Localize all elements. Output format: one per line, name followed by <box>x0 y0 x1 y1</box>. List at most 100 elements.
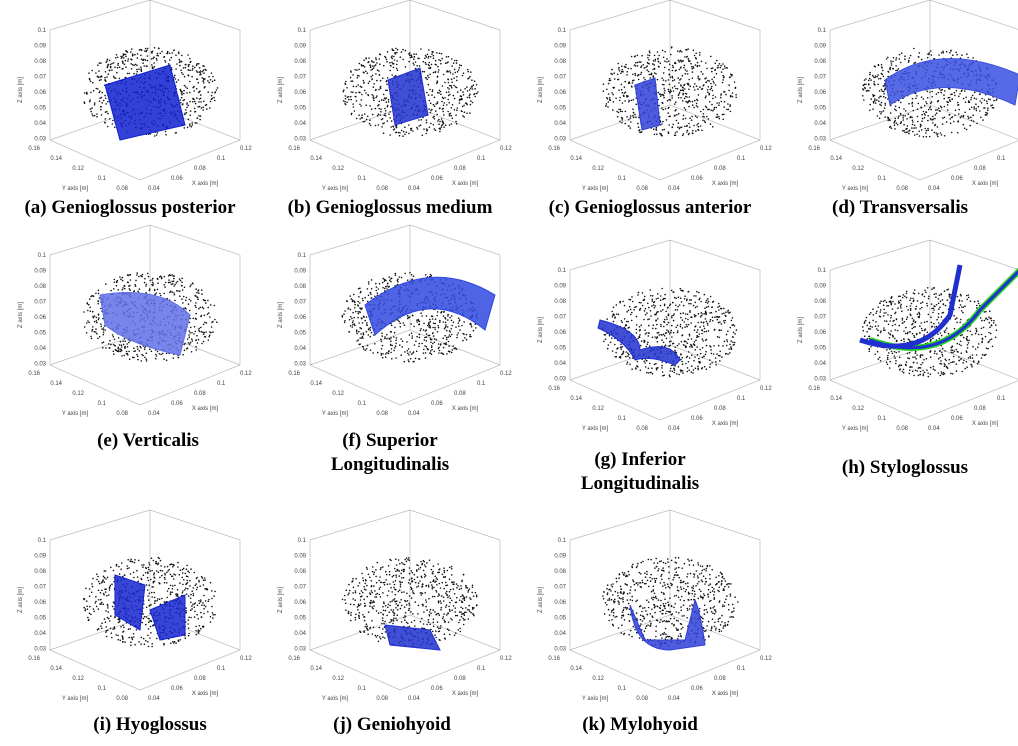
tongue-point <box>962 114 965 117</box>
tongue-point <box>144 356 146 359</box>
tongue-point <box>411 335 414 337</box>
tongue-point <box>416 65 418 67</box>
tongue-point <box>603 334 606 336</box>
tongue-point <box>465 102 468 104</box>
x-tick-label: 0.12 <box>240 371 252 377</box>
tongue-point <box>894 105 897 108</box>
tongue-point <box>448 345 450 347</box>
z-tick-label: 0.05 <box>554 106 566 112</box>
tongue-point <box>109 339 111 342</box>
tongue-point <box>612 109 614 111</box>
tongue-point <box>443 102 446 104</box>
tongue-point <box>929 50 932 52</box>
tongue-point <box>107 112 109 115</box>
tongue-point <box>375 88 377 91</box>
tongue-point <box>941 312 943 314</box>
tongue-point <box>178 61 181 64</box>
tongue-point <box>470 71 472 73</box>
tongue-point <box>928 135 931 138</box>
tongue-point <box>129 279 132 281</box>
tongue-point <box>359 327 361 329</box>
tongue-point <box>136 355 139 358</box>
tongue-point <box>881 66 883 69</box>
tongue-point <box>682 93 684 96</box>
tongue-point <box>163 56 165 58</box>
tongue-point <box>100 78 102 81</box>
tongue-point <box>644 78 646 81</box>
tongue-point <box>97 302 99 305</box>
tongue-point <box>209 107 211 109</box>
tongue-point <box>688 122 690 125</box>
tongue-point <box>88 303 90 306</box>
tongue-point <box>667 90 670 93</box>
tongue-point <box>700 110 702 113</box>
tongue-point <box>624 91 627 94</box>
tongue-point <box>397 131 400 134</box>
tongue-point <box>673 313 675 315</box>
tongue-point <box>351 317 353 320</box>
tongue-point <box>187 65 190 68</box>
tongue-point <box>663 304 666 307</box>
tongue-point <box>704 105 707 108</box>
tongue-point <box>383 114 386 116</box>
caption: (a) Genioglossus posterior <box>24 197 236 218</box>
tongue-point <box>101 342 103 344</box>
tongue-point <box>140 275 142 277</box>
tongue-point <box>195 345 197 348</box>
tongue-point <box>698 64 701 67</box>
tongue-point <box>189 317 191 320</box>
tongue-point <box>191 124 194 126</box>
tongue-point <box>414 357 417 360</box>
tongue-point <box>686 73 689 75</box>
tongue-point <box>937 91 940 94</box>
tongue-point <box>389 69 391 72</box>
tongue-point <box>653 307 656 309</box>
tongue-point <box>644 329 646 332</box>
tongue-point <box>433 115 435 118</box>
tongue-point <box>399 326 402 328</box>
tongue-point <box>375 96 377 99</box>
tongue-point <box>352 293 355 296</box>
tongue-point <box>949 118 951 120</box>
tongue-point <box>367 334 370 336</box>
tongue-point <box>899 61 902 64</box>
tongue-point <box>672 331 675 334</box>
tongue-point <box>935 304 938 306</box>
tongue-point <box>453 68 456 71</box>
tongue-point <box>355 117 358 120</box>
tongue-point <box>644 362 646 364</box>
tongue-point <box>355 329 358 331</box>
tongue-point <box>657 91 660 94</box>
tongue-point <box>684 326 686 328</box>
tongue-point <box>144 277 146 280</box>
tongue-point <box>704 313 706 315</box>
caption: (f) Superior <box>342 430 438 451</box>
tongue-point <box>356 77 359 79</box>
tongue-point <box>704 311 707 314</box>
tongue-point <box>703 355 705 358</box>
tongue-point <box>913 319 915 321</box>
tongue-point <box>619 355 622 358</box>
tongue-point <box>717 64 719 67</box>
tongue-point <box>925 129 928 132</box>
tongue-point <box>723 320 725 322</box>
tongue-point <box>677 77 679 79</box>
tongue-point <box>155 57 158 60</box>
z-tick-label: 0.09 <box>294 44 306 50</box>
tongue-point <box>472 329 475 332</box>
tongue-point <box>404 66 407 68</box>
tongue-point <box>429 320 432 323</box>
y-tick-label: 0.16 <box>288 371 300 377</box>
tongue-point <box>112 62 115 64</box>
tongue-point <box>351 300 354 303</box>
tongue-point <box>728 76 731 79</box>
tongue-point <box>681 134 684 137</box>
tongue-point <box>106 110 108 113</box>
tongue-point <box>112 343 115 346</box>
tongue-point <box>983 319 986 322</box>
tongue-point <box>373 99 375 101</box>
tongue-point <box>883 329 885 331</box>
tongue-point <box>438 123 440 125</box>
tongue-point <box>106 66 109 69</box>
tongue-point <box>686 96 688 98</box>
